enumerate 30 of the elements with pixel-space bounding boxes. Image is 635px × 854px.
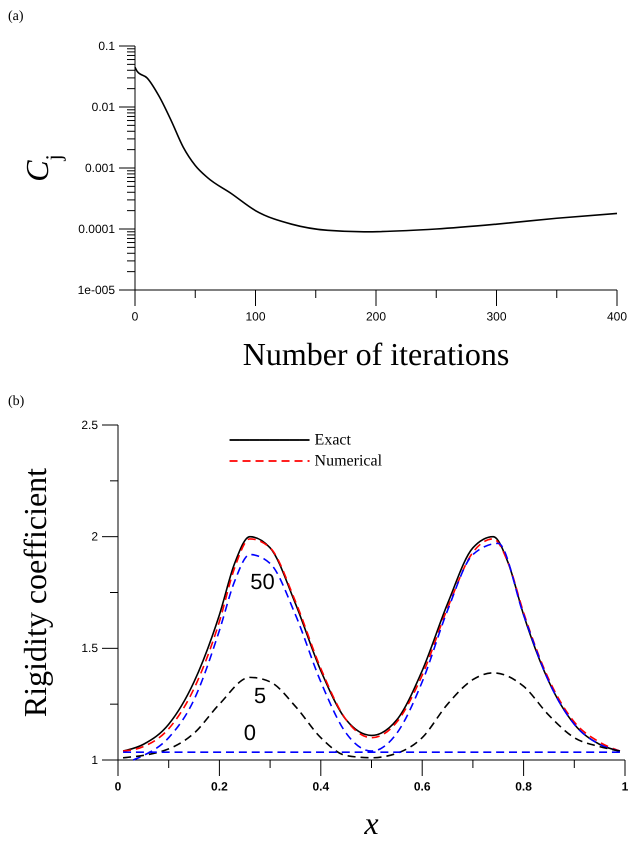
x-tick-label: 300 [486,310,507,324]
y-tick-label: 0.1 [98,38,116,53]
y-tick-label: 1 [91,752,98,767]
y-tick-label: 1e-005 [78,282,116,297]
y-tick-label: 2 [91,530,98,544]
x-tick-label: 0.6 [414,780,431,794]
y-tick-label: 2.5 [81,418,98,432]
y-tick-label: 0.001 [84,160,116,175]
x-tick-label: 400 [606,310,628,324]
x-tick-label: 0.2 [211,780,228,794]
x-tick-label: 200 [366,310,386,324]
x-axis-title: Number of iterations [242,336,510,372]
x-axis-title: x [363,805,379,841]
legend-label: Exact [314,432,352,448]
annotation: 0 [244,720,256,745]
x-tick-label: 1 [622,780,629,794]
annotation: 5 [254,683,266,708]
legend-label: Numerical [314,452,383,470]
text: (a) [8,9,24,24]
x-tick-label: 0 [114,780,122,794]
x-tick-label: 0.8 [515,780,532,794]
chart-title: (b) [8,394,25,409]
annotation: 50 [250,569,275,594]
x-tick-label: 100 [245,310,266,324]
x-tick-label: 0 [132,310,139,324]
y-axis-title: Rigidity coefficient [17,468,53,718]
y-tick-label: 0.01 [92,100,116,114]
y-tick-label: 0.0001 [78,222,116,236]
x-tick-label: 0.4 [312,780,330,794]
y-tick-label: 1.5 [81,641,98,656]
